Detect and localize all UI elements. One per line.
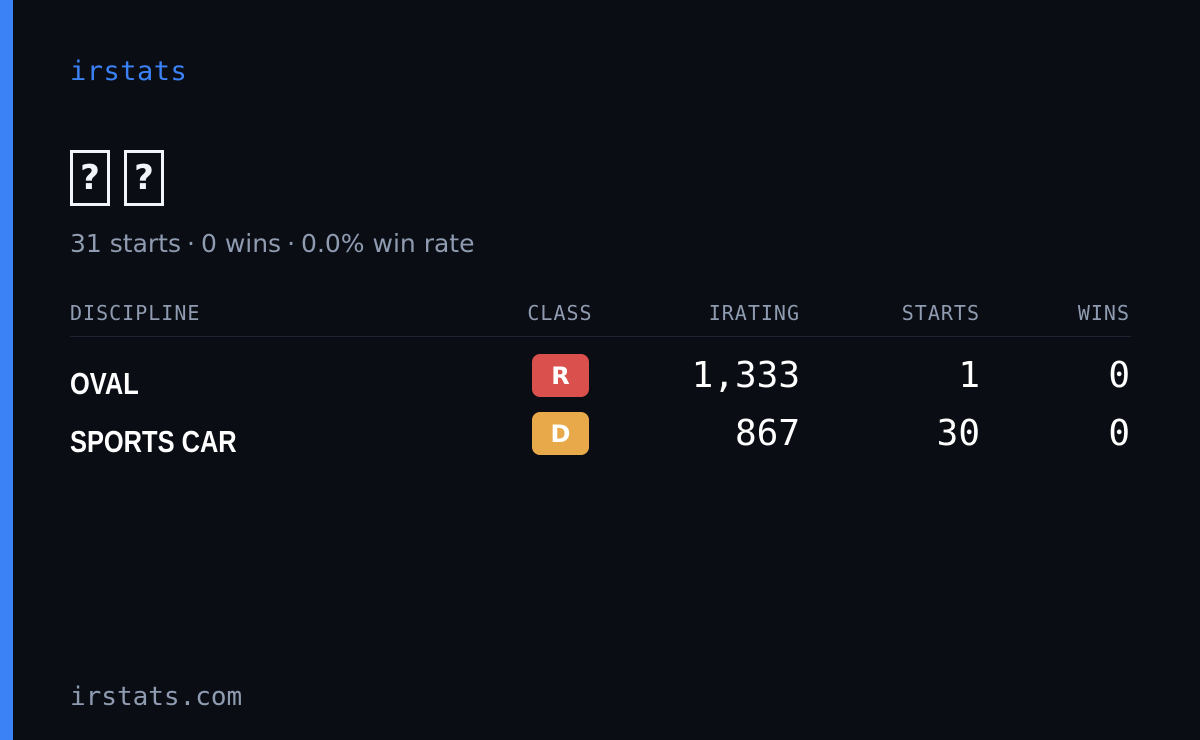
wins-value: 0 xyxy=(1108,413,1130,454)
wins-value: 0 xyxy=(1108,355,1130,396)
profile-summary: 31 starts · 0 wins · 0.0% win rate xyxy=(70,226,474,262)
class-badge: R xyxy=(532,354,589,397)
irating-value: 1,333 xyxy=(691,355,800,396)
discipline-label: SPORTS CAR xyxy=(70,424,237,459)
missing-glyph-icon: ? xyxy=(124,150,164,206)
summary-starts: 31 starts xyxy=(70,229,182,258)
header-discipline: DISCIPLINE xyxy=(70,301,201,325)
header-irating: IRATING xyxy=(708,301,800,325)
summary-wins: 0 wins xyxy=(200,229,282,258)
class-badge: D xyxy=(532,412,589,455)
missing-glyph-icon: ? xyxy=(70,150,110,206)
table-row: SPORTS CAR D 867 30 0 xyxy=(70,411,1131,469)
discipline-label: OVAL xyxy=(70,366,139,401)
license-table: DISCIPLINE CLASS IRATING STARTS WINS OVA… xyxy=(70,296,1131,469)
irating-value: 867 xyxy=(734,413,800,454)
header-wins: WINS xyxy=(1077,301,1130,325)
header-starts: STARTS xyxy=(901,301,980,325)
header-class: CLASS xyxy=(527,301,593,325)
summary-separator: · xyxy=(287,229,296,258)
summary-win-rate: 0.0% win rate xyxy=(301,229,475,258)
table-header: DISCIPLINE CLASS IRATING STARTS WINS xyxy=(70,296,1131,337)
footer-url: irstats.com xyxy=(70,682,243,712)
summary-separator: · xyxy=(187,229,195,258)
accent-bar xyxy=(0,0,13,740)
starts-value: 30 xyxy=(936,413,980,454)
table-row: OVAL R 1,333 1 0 xyxy=(70,353,1131,411)
starts-value: 1 xyxy=(958,355,980,396)
brand-logo: irstats xyxy=(70,56,188,87)
profile-name: ? ? xyxy=(70,150,164,214)
